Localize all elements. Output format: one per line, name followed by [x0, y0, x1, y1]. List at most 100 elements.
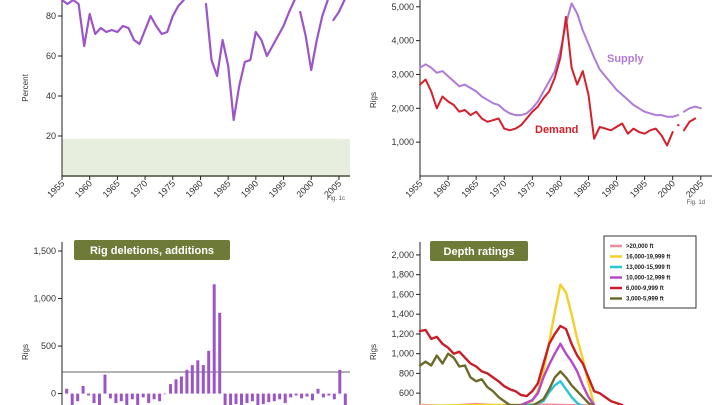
depth-y-tick-label: 1,400	[391, 309, 414, 319]
util-x-tick-label: 1960	[73, 178, 94, 199]
bar-1989	[250, 393, 254, 402]
supply-demand-x-tick-label: 1980	[544, 178, 565, 199]
depth-y-tick-label: 600	[399, 388, 414, 398]
panel-title-text: Rig deletions, additions	[90, 245, 214, 257]
legend-entry: 3,000-5,999 ft	[626, 297, 664, 303]
bar-1982	[212, 284, 216, 394]
bar-1980	[201, 365, 205, 394]
depth-line-3	[503, 342, 596, 405]
demand-point	[677, 124, 680, 127]
depth-y-tick-label: 800	[399, 368, 414, 378]
bar-1985	[229, 393, 233, 405]
figure-label: Fig. 1d	[687, 200, 705, 206]
supply-demand-y-tick-label: 3,000	[391, 69, 414, 79]
bar-1965	[119, 393, 123, 402]
panel-title: Depth ratings	[430, 241, 528, 261]
series-label-supply: Supply	[607, 53, 645, 65]
util-y-tick-label: 80	[46, 11, 56, 21]
panel-title-box	[430, 241, 528, 261]
bar-1963	[108, 393, 112, 399]
bar-1968	[136, 393, 140, 405]
y-ticks: 0 500 1,000 1,500	[33, 246, 62, 399]
utilization-line-segment	[204, 0, 296, 122]
supply-demand-y-tick-label: 2,000	[391, 103, 414, 113]
rig-change-y-tick-label: 1,500	[33, 246, 56, 256]
demand-line-segment	[682, 117, 697, 132]
legend-entry: 10,000-12,999 ft	[626, 276, 670, 282]
util-x-tick-label: 2000	[294, 178, 315, 199]
bar-1956	[70, 393, 74, 405]
bar-1960	[92, 393, 96, 404]
y-axis-title: Rigs	[369, 344, 378, 360]
bar-1957	[76, 393, 80, 402]
bar-1996	[289, 393, 293, 398]
series-lines	[60, 0, 346, 122]
supply-demand-x-tick-label: 1975	[515, 178, 536, 199]
supply-line-segment	[419, 2, 680, 118]
bar-2004	[332, 393, 336, 400]
legend-entry: >20,000 ft	[626, 244, 654, 250]
x-ticks: 1955 1960 1965 1970 1975 1980 1985 1990 1995 2000…	[45, 176, 343, 200]
util-x-tick-label: 1980	[184, 178, 205, 199]
bar-1961	[98, 393, 101, 405]
legend-box	[603, 235, 697, 309]
legend-entry: 13,000-15,999 ft	[626, 265, 670, 271]
utilization-line-segment	[60, 0, 185, 48]
supply-demand-x-tick-label: 1960	[431, 178, 452, 199]
bar-1959	[87, 393, 91, 396]
supply-demand-x-tick-label: 1985	[572, 178, 593, 199]
rig-change-y-tick-label: 1,000	[33, 294, 56, 304]
bar-1976	[179, 376, 183, 394]
shaded-band	[62, 139, 350, 175]
bar-1988	[245, 393, 249, 404]
bar-1997	[294, 393, 298, 396]
supply-demand-x-tick-label: 2005	[684, 178, 705, 199]
bar-series	[65, 284, 347, 405]
supply-demand-x-tick-label: 2000	[656, 178, 677, 199]
util-x-tick-label: 1965	[101, 178, 122, 199]
supply-demand-x-tick-label: 1970	[487, 178, 508, 199]
bar-1992	[267, 393, 271, 403]
bar-1978	[190, 365, 194, 394]
utilization-line-segment	[332, 0, 346, 22]
series-lines	[418, 283, 624, 405]
supply-demand-x-tick-label: 1990	[600, 178, 621, 199]
bar-1969	[141, 393, 145, 398]
bar-1974	[169, 384, 172, 394]
util-y-tick-label: 60	[46, 51, 56, 61]
depth-line-1	[419, 283, 596, 405]
bar-1995	[283, 393, 287, 404]
bar-1966	[125, 393, 129, 405]
util-x-tick-label: 1970	[128, 178, 149, 199]
bar-1973	[163, 393, 167, 395]
bar-2005	[338, 369, 342, 394]
util-y-tick-label: 20	[46, 131, 56, 141]
util-x-tick-label: 1990	[239, 178, 260, 199]
bar-2002	[321, 393, 325, 398]
rig-change-y-tick-label: 0	[51, 389, 56, 399]
supply-demand-x-tick-label: 1955	[403, 178, 424, 199]
bar-1990	[256, 393, 260, 405]
bar-1962	[103, 374, 107, 394]
util-y-tick-label: 40	[46, 91, 56, 101]
depth-y-tick-label: 1,800	[391, 270, 414, 280]
bar-1979	[196, 360, 200, 394]
bar-1972	[158, 393, 162, 402]
x-ticks: 1955 1960 1965 1970 1975 1980 1985 1990 1995 2000…	[403, 176, 705, 200]
supply-demand-y-tick-label: 4,000	[391, 36, 414, 46]
bar-1981	[207, 350, 211, 394]
bar-1991	[261, 393, 265, 405]
bar-1964	[114, 393, 118, 404]
panel-rig-deletions-additions: Rigs 0 500 1,000 1,500 Rig deletions, addit…	[21, 240, 350, 405]
supply-line-segment	[682, 105, 702, 113]
bar-1993	[272, 393, 276, 402]
bar-2000	[311, 393, 314, 401]
panel-title: Rig deletions, additions	[74, 240, 230, 260]
utilization-line-segment	[299, 0, 329, 72]
supply-demand-x-tick-label: 1995	[628, 178, 649, 199]
demand-line-segment	[419, 15, 674, 147]
y-axis-title: Rigs	[369, 92, 378, 108]
series-label-demand: Demand	[535, 124, 578, 136]
